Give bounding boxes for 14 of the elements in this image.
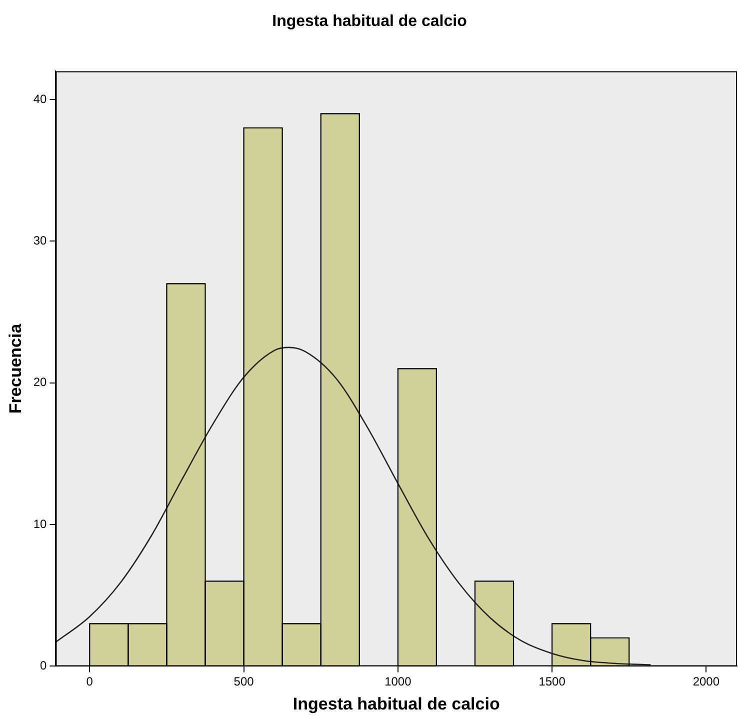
y-axis-title: Frecuencia	[6, 323, 25, 414]
chart-title: Ingesta habitual de calcio	[272, 13, 468, 30]
x-tick-label: 2000	[692, 674, 720, 689]
y-tick-label: 30	[33, 234, 48, 248]
y-tick-label: 40	[33, 92, 48, 106]
x-tick-label: 1500	[538, 674, 566, 689]
x-tick-label: 1000	[384, 674, 412, 689]
line-series	[56, 346, 652, 666]
x-tick-label: 500	[234, 674, 254, 689]
x-axis-title: Ingesta habitual de calcio	[292, 694, 500, 714]
y-tick-label: 0	[40, 658, 48, 673]
x-tick-label: 0	[86, 674, 94, 689]
y-tick-label: 20	[33, 375, 48, 390]
y-tick-label: 10	[33, 516, 48, 531]
